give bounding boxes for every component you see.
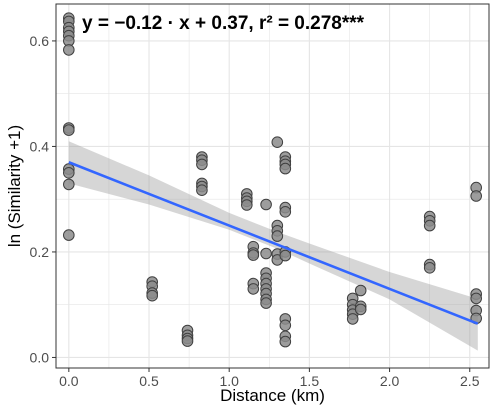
data-point [279, 335, 292, 348]
y-tick-label: 0.2 [30, 244, 50, 260]
regression-equation: y = −0.12 · x + 0.37, r² = 0.278*** [82, 13, 365, 34]
data-point [146, 289, 158, 302]
x-axis-title: Distance (km) [220, 386, 325, 405]
x-tick-label: 2.5 [460, 373, 480, 389]
data-point [354, 303, 367, 316]
minor-gridlines [56, 4, 489, 368]
data-point [271, 136, 284, 148]
regression-line [68, 161, 479, 325]
data-point [260, 198, 272, 211]
y-axis-ticks: 0.0 0.2 0.4 0.6 [30, 33, 56, 365]
y-tick-label: 0.4 [30, 138, 50, 154]
data-point [279, 319, 292, 332]
y-tick-label: 0.0 [30, 349, 50, 365]
data-point [271, 230, 284, 242]
data-point [63, 178, 75, 191]
x-tick-label: 2.0 [380, 373, 400, 389]
data-point [247, 283, 260, 295]
data-point [196, 158, 208, 171]
data-point [247, 249, 260, 261]
data-point [470, 190, 483, 202]
data-point [346, 313, 359, 325]
y-axis-title: ln (Similarity +1) [5, 125, 24, 247]
major-gridlines [56, 4, 489, 368]
data-point [423, 262, 436, 274]
data-point [279, 249, 292, 262]
data-point [241, 199, 253, 211]
data-point [63, 124, 75, 136]
x-tick-label: 1.0 [219, 373, 239, 389]
x-tick-label: 0.0 [59, 373, 79, 389]
data-point [470, 292, 483, 305]
data-points [63, 12, 483, 348]
data-point [260, 247, 272, 260]
data-point [63, 229, 75, 241]
data-point [279, 162, 292, 175]
data-point [181, 335, 194, 347]
data-point [260, 297, 272, 309]
data-point [279, 206, 292, 218]
x-tick-label: 0.5 [139, 373, 159, 389]
x-axis-ticks: 0.0 0.5 1.0 1.5 2.0 2.5 [59, 368, 480, 389]
data-point [196, 184, 208, 196]
confidence-band [68, 141, 478, 351]
panel-border [55, 3, 490, 369]
x-tick-label: 1.5 [300, 373, 320, 389]
data-point [354, 284, 367, 297]
data-point [63, 44, 75, 56]
data-point [63, 167, 75, 179]
data-point [423, 219, 436, 232]
y-tick-label: 0.6 [30, 33, 50, 49]
